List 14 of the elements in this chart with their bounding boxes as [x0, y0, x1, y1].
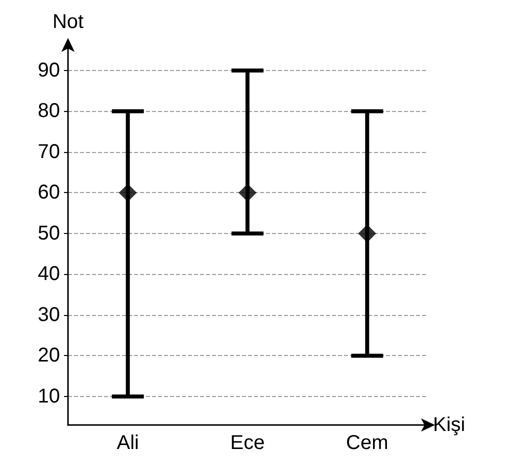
y-tick-label: 70 [38, 140, 60, 163]
x-tick-label: Ali [116, 432, 139, 454]
y-tick-label: 80 [38, 100, 60, 122]
y-axis-title: Not [52, 11, 84, 33]
y-tick-label: 30 [38, 304, 60, 326]
y-tick-label: 20 [38, 344, 60, 367]
x-tick-label: Ece [230, 432, 265, 454]
y-tick-label: 40 [38, 263, 60, 286]
y-tick-label: 10 [38, 385, 60, 408]
y-tick-label: 50 [38, 222, 60, 244]
y-tick-label: 90 [38, 59, 60, 82]
x-tick-label: Cem [346, 432, 388, 454]
y-tick-label: 60 [38, 182, 60, 204]
x-axis-title: Kişi [433, 414, 466, 436]
